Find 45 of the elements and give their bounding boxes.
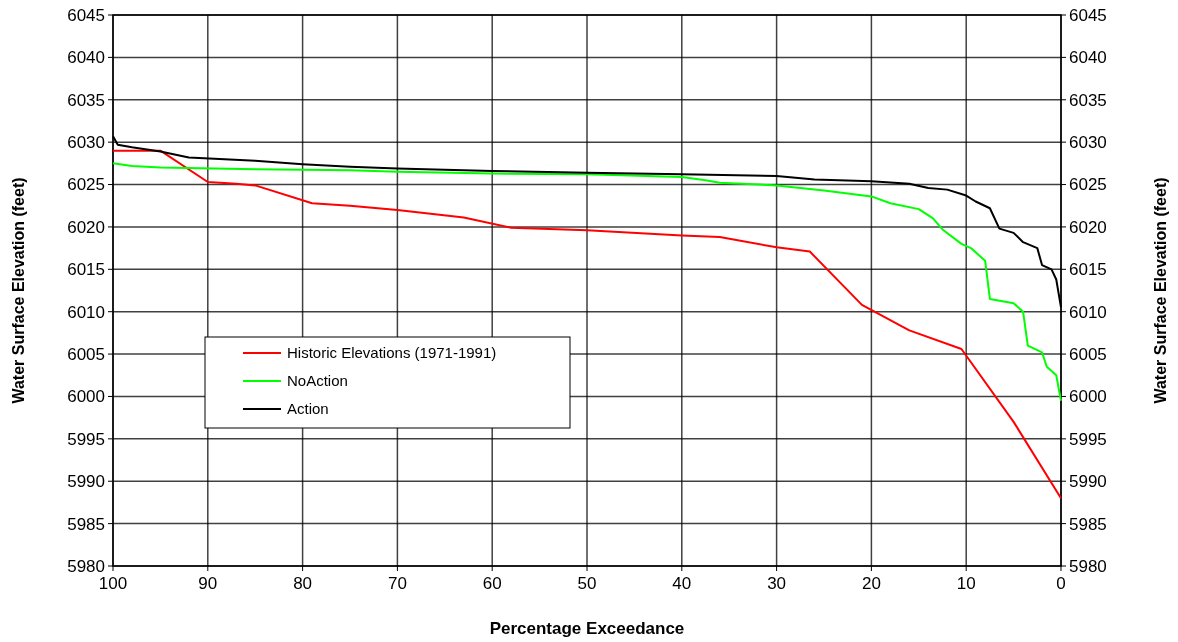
x-tick-label: 50 [577,574,597,593]
y-axis-title: Water Surface Elevation (feet) [10,177,27,404]
y2-tick-label: 5995 [1069,429,1107,449]
y-tick-label: 5980 [67,556,105,576]
y-tick-label: 6000 [67,387,105,407]
y2-tick-label: 6005 [1069,345,1107,365]
x-tick-label: 10 [956,574,976,593]
x-tick-label: 60 [482,574,502,593]
y2-tick-label: 6000 [1069,387,1107,407]
y2-tick-label: 5980 [1069,556,1107,576]
y2-tick-label: 6035 [1069,90,1107,110]
y-tick-label: 6015 [67,260,105,280]
y-tick-label: 5990 [67,472,105,492]
x-tick-label: 100 [98,574,128,593]
y2-tick-label: 6010 [1069,302,1107,322]
legend-label: Historic Elevations (1971-1991) [287,344,497,362]
legend-label: NoAction [287,372,348,390]
y-tick-label: 6030 [67,133,105,153]
y2-tick-label: 6030 [1069,133,1107,153]
x-tick-label: 20 [861,574,881,593]
y2-tick-label: 6025 [1069,175,1107,195]
x-tick-label: 70 [387,574,407,593]
legend-label: Action [287,400,329,418]
y2-tick-label: 6015 [1069,260,1107,280]
y-tick-label: 6005 [67,345,105,365]
x-axis-title: Percentage Exceedance [489,619,685,638]
y-tick-label: 6020 [67,217,105,237]
y2-tick-label: 5985 [1069,514,1107,534]
x-tick-label: 80 [293,574,313,593]
x-tick-label: 90 [198,574,218,593]
y2-axis-title: Water Surface Elevation (feet) [1152,177,1169,404]
y-tick-label: 6010 [67,302,105,322]
y-tick-label: 6040 [67,48,105,68]
y2-tick-label: 5990 [1069,472,1107,492]
y-tick-label: 5985 [67,514,105,534]
y2-tick-label: 6020 [1069,217,1107,237]
x-tick-label: 0 [1056,574,1066,593]
y2-tick-label: 6040 [1069,48,1107,68]
y-tick-label: 6025 [67,175,105,195]
y-tick-label: 6045 [67,5,105,25]
x-tick-label: 30 [767,574,787,593]
y-tick-label: 6035 [67,90,105,110]
y-tick-label: 5995 [67,429,105,449]
y2-tick-label: 6045 [1069,5,1107,25]
x-tick-label: 40 [672,574,692,593]
